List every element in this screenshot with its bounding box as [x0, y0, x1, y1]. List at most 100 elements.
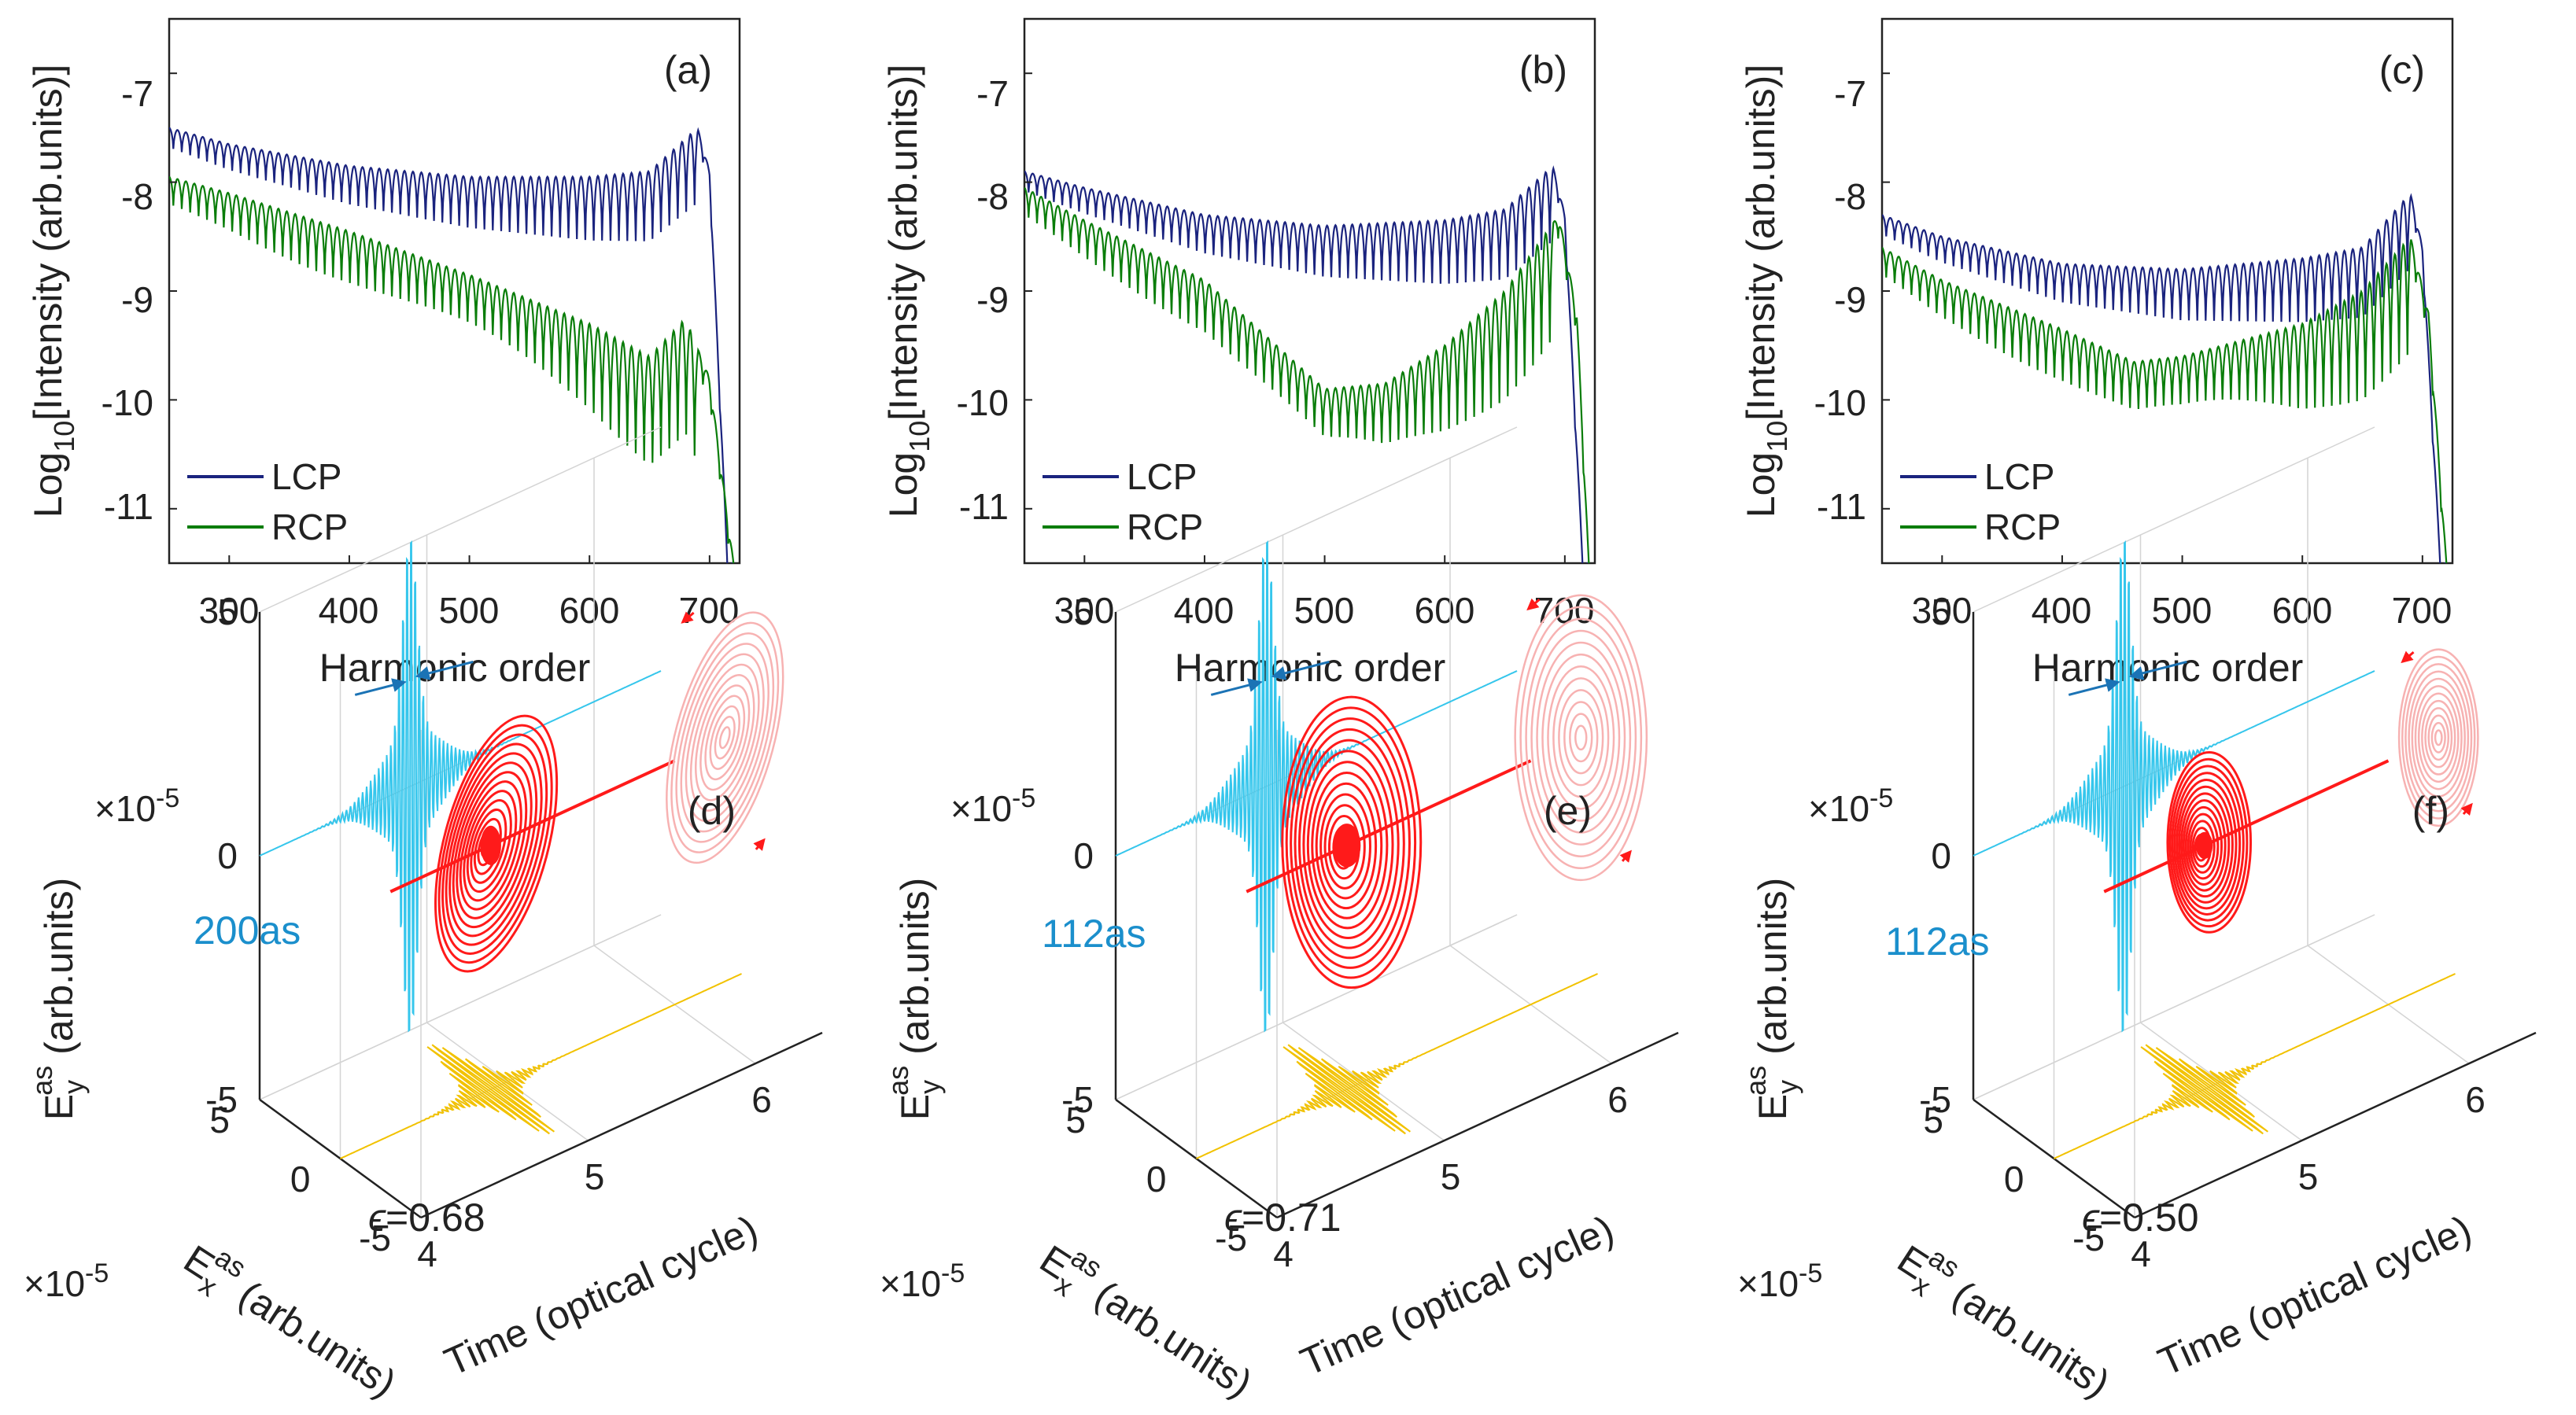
y-tick: -10 — [1814, 382, 1866, 423]
ex-tick: 0 — [1146, 1159, 1167, 1199]
time-axis — [420, 1031, 823, 1219]
projection-loop — [1530, 629, 1632, 846]
projection-loop — [2430, 721, 2446, 754]
polarization-projection — [2397, 648, 2479, 827]
projection-loop — [675, 632, 775, 843]
width-arrow-left — [1210, 678, 1263, 696]
axes-box — [168, 17, 741, 565]
legend-label-lcp: LCP — [271, 456, 341, 497]
polarization-loop — [441, 733, 548, 955]
y-tick: -11 — [959, 486, 1009, 527]
polarization-loop — [445, 743, 543, 946]
projection-loop — [1541, 653, 1621, 822]
y-tick: -8 — [121, 176, 153, 217]
polarization-loop — [1302, 750, 1394, 940]
y-tick: -8 — [976, 176, 1009, 217]
panel-label: (a) — [664, 48, 712, 92]
pulse-panel-d: 50-550-5 456×10-5×10-5Eyas(arb.units)Exas… — [24, 426, 823, 1406]
y-tick: -11 — [104, 486, 153, 527]
projection-loop — [2427, 714, 2450, 761]
x-tick: 700 — [2392, 590, 2452, 631]
ey-axis-label: Eyas(arb.units) — [1740, 878, 1803, 1120]
x-ticks: 300 400 500 600 700 — [1054, 590, 1595, 631]
spectrum-lines — [169, 72, 735, 563]
panel-label: (d) — [688, 789, 736, 833]
pulse-width-label: 112as — [1042, 912, 1146, 956]
projection-loop — [2421, 699, 2456, 776]
polarization-loop — [448, 752, 538, 938]
y-ticks: -7 -8 -9 -10 -11 — [957, 73, 1009, 527]
ey-axis-label: Eyas(arb.units) — [882, 878, 946, 1120]
width-arrow-right — [415, 661, 474, 680]
ex-projection-trace — [1196, 973, 1598, 1159]
projection-loop — [2397, 648, 2479, 827]
time-tick: 4 — [1273, 1233, 1294, 1274]
projection-loop — [1525, 617, 1637, 857]
projection-loop — [2408, 670, 2470, 805]
spectrum-panel-c: (c) -7 -8 -9 -10 -11 300 400 500 600 700… — [1739, 17, 2454, 690]
ey-axis-label: Eyas(arb.units) — [26, 878, 90, 1120]
projection-loop — [2411, 677, 2466, 798]
polarization-core — [2196, 831, 2213, 860]
projection-loop — [1547, 665, 1615, 810]
polarization-trace — [1246, 695, 1532, 989]
x-tick: 300 — [1912, 590, 1973, 631]
legend: LCP RCP — [187, 456, 348, 547]
pulse-width-label: 112as — [1885, 919, 1990, 964]
x-tick: 600 — [559, 590, 620, 631]
polarization-trace — [2103, 750, 2390, 934]
series-line-lcp — [169, 127, 734, 563]
ex-scale-label: ×10-5 — [880, 1258, 965, 1304]
width-arrow-left — [2068, 678, 2120, 696]
polarization-core — [480, 825, 501, 865]
ex-tick: -5 — [2072, 1218, 2105, 1258]
projection-loop — [1552, 677, 1610, 798]
projection-loop — [1519, 606, 1643, 870]
ey-tick: 0 — [1931, 835, 1951, 876]
grid-line — [1973, 426, 2375, 613]
x-tick: 600 — [1415, 590, 1475, 631]
rotation-arrow — [2401, 650, 2415, 664]
time-tick: 5 — [585, 1156, 605, 1197]
projection-loop — [680, 643, 769, 833]
x-ticks: 300 400 500 600 700 — [1912, 590, 2452, 631]
x-tick: 500 — [1294, 590, 1355, 631]
polarization-loop — [1290, 717, 1411, 969]
x-tick: 300 — [1054, 590, 1115, 631]
polarization-loop — [2176, 778, 2238, 910]
panel-label: (e) — [1544, 789, 1592, 833]
grid-line — [1115, 426, 1518, 613]
polarization-loop — [456, 771, 528, 919]
ex-tick: 5 — [1923, 1100, 1943, 1140]
y-tick: -9 — [976, 279, 1009, 320]
projection-loop — [2417, 692, 2460, 783]
time-tick: 5 — [1441, 1156, 1461, 1197]
width-arrow-right — [1271, 661, 1330, 680]
projection-loop — [1574, 724, 1588, 751]
polarization-loop — [2173, 772, 2242, 916]
ey-projection-trace — [1115, 540, 1518, 1033]
x-tick: 500 — [439, 590, 500, 631]
legend-label-rcp: RCP — [271, 507, 348, 547]
y-axis-label: Log10[Intensity (arb.units)] — [881, 64, 936, 518]
rotation-arrow — [1526, 598, 1541, 611]
y-tick: -8 — [1834, 176, 1866, 217]
grid-line — [259, 426, 662, 613]
ex-tick: -5 — [359, 1218, 391, 1258]
series-line-rcp — [1024, 186, 1590, 563]
projection-loop — [2404, 663, 2473, 813]
time-tick: 4 — [417, 1233, 437, 1274]
epsilon-label: ϵ=0.50 — [2082, 1196, 2199, 1240]
projection-loop — [695, 673, 755, 801]
panel-label: (b) — [1519, 48, 1567, 92]
spectrum-panel-b: (b) -7 -8 -9 -10 -11 300 400 500 600 700… — [881, 17, 1596, 690]
polarization-loop — [1281, 695, 1423, 989]
projection-loop — [2401, 655, 2476, 820]
projection-loop — [1558, 689, 1604, 787]
polarization-loop — [2187, 813, 2220, 880]
series-line-rcp — [1882, 239, 2448, 563]
projection-loop — [685, 653, 765, 823]
projection-loop — [704, 695, 746, 781]
x-tick: 400 — [2032, 590, 2092, 631]
